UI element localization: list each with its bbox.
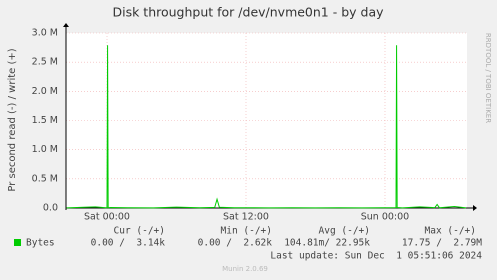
y-tick-label: 0.0 bbox=[43, 203, 58, 214]
y-tick-label: 0.5 M bbox=[32, 173, 58, 184]
legend-header: Min (-/+) bbox=[221, 226, 272, 237]
y-tick-label: 2.5 M bbox=[32, 57, 58, 68]
x-axis-arrow bbox=[473, 205, 477, 211]
footer: Munin 2.0.69 bbox=[222, 265, 268, 273]
chart-title: Disk throughput for /dev/nvme0n1 - by da… bbox=[112, 5, 384, 20]
x-tick-label: Sat 00:00 bbox=[84, 212, 130, 223]
side-text: RRDTOOL / TOBI OETIKER bbox=[484, 33, 492, 123]
y-axis-label: Pr second read (-) / write (+) bbox=[7, 48, 18, 191]
series-line bbox=[66, 45, 467, 209]
legend-cell: 0.00 / 2.62k bbox=[198, 238, 273, 249]
y-tick-label: 1.0 M bbox=[32, 144, 58, 155]
legend-cell: 104.81m/ 22.95k bbox=[284, 238, 370, 249]
legend-swatch bbox=[14, 239, 21, 246]
y-tick-label: 2.0 M bbox=[32, 86, 58, 97]
y-tick-label: 3.0 M bbox=[32, 28, 58, 39]
legend-header: Cur (-/+) bbox=[114, 226, 165, 237]
y-tick-label: 1.5 M bbox=[32, 115, 58, 126]
x-tick-label: Sun 00:00 bbox=[361, 212, 409, 223]
legend-label: Bytes bbox=[26, 238, 55, 249]
legend-cell: 17.75 / 2.79M bbox=[402, 238, 482, 249]
legend-header: Avg (-/+) bbox=[319, 226, 370, 237]
y-axis-arrow bbox=[63, 23, 69, 27]
legend-cell: 0.00 / 3.14k bbox=[91, 238, 166, 249]
last-update: Last update: Sun Dec 1 05:51:06 2024 bbox=[270, 251, 482, 262]
legend-header: Max (-/+) bbox=[425, 226, 476, 237]
x-tick-label: Sat 12:00 bbox=[223, 212, 269, 223]
